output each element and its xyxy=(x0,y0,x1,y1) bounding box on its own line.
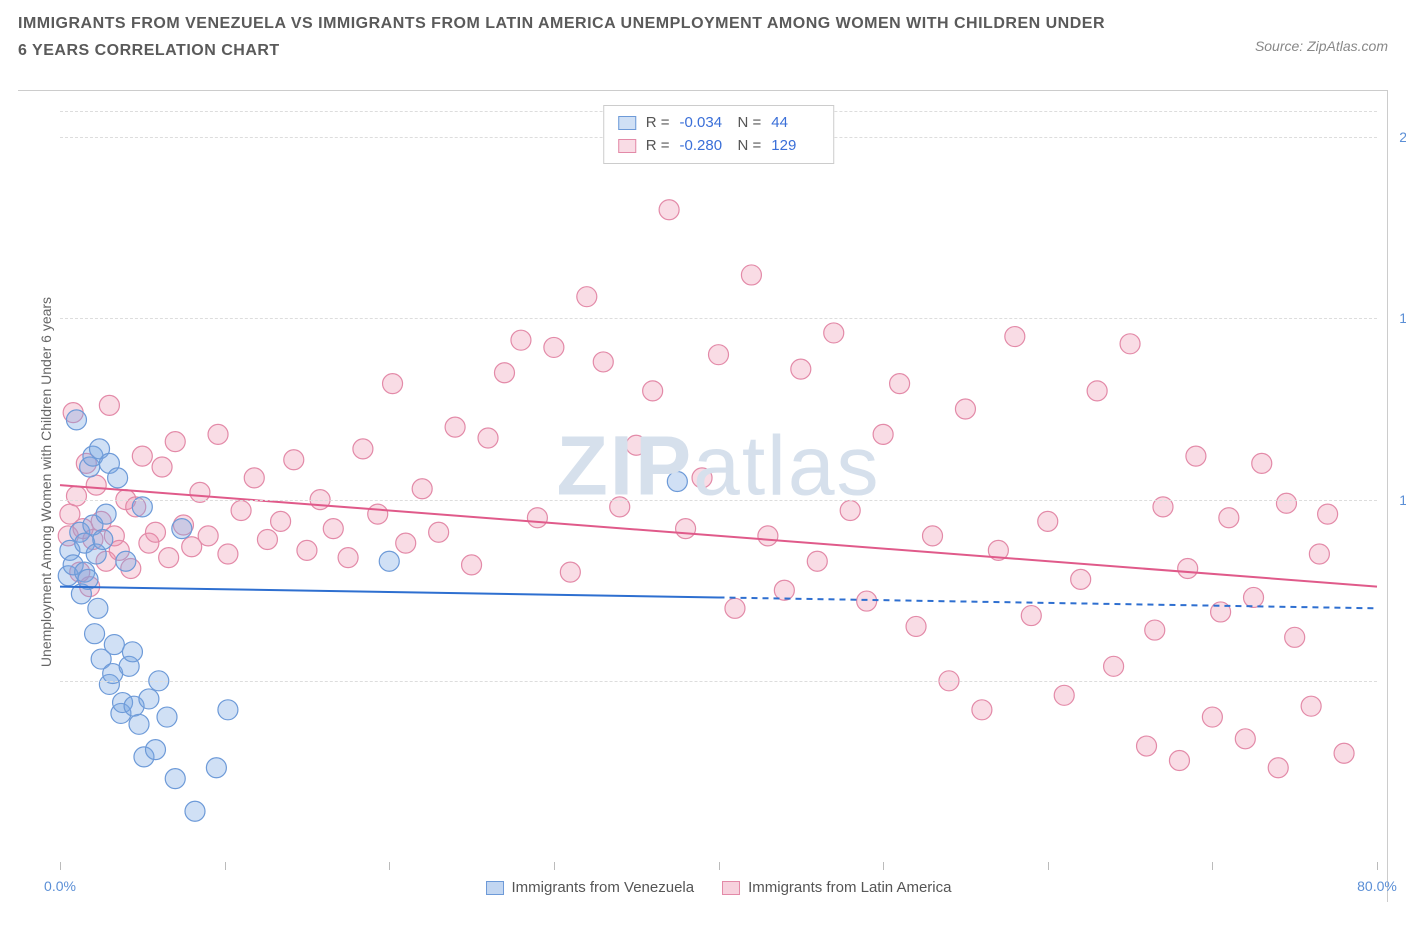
chart-title: IMMIGRANTS FROM VENEZUELA VS IMMIGRANTS … xyxy=(18,10,1118,64)
x-tick xyxy=(60,862,61,870)
legend-label-latinamerica: Immigrants from Latin America xyxy=(748,879,951,896)
correlation-legend: R = -0.034 N = 44 R = -0.280 N = 129 xyxy=(603,105,835,164)
legend-swatch-latinamerica xyxy=(618,139,636,153)
y-tick-label: 20.0% xyxy=(1383,129,1406,145)
x-tick xyxy=(719,862,720,870)
x-tick-label: 80.0% xyxy=(1357,878,1397,894)
x-tick xyxy=(1212,862,1213,870)
legend-row-latinamerica: R = -0.280 N = 129 xyxy=(618,135,820,158)
gridline xyxy=(60,318,1377,319)
legend-N-value-venezuela: 44 xyxy=(771,112,819,135)
source-label: Source: ZipAtlas.com xyxy=(1255,38,1388,54)
x-tick xyxy=(1377,862,1378,870)
legend-item-venezuela: Immigrants from Venezuela xyxy=(486,879,695,896)
chart-header: IMMIGRANTS FROM VENEZUELA VS IMMIGRANTS … xyxy=(18,10,1388,80)
series-legend: Immigrants from Venezuela Immigrants fro… xyxy=(486,879,952,896)
x-tick xyxy=(389,862,390,870)
gridline xyxy=(60,681,1377,682)
x-tick xyxy=(225,862,226,870)
x-tick xyxy=(1048,862,1049,870)
chart-container: Unemployment Among Women with Children U… xyxy=(18,90,1388,902)
x-tick-label: 0.0% xyxy=(44,878,76,894)
x-tick xyxy=(554,862,555,870)
legend-N-label: N = xyxy=(738,112,762,135)
legend-R-label: R = xyxy=(646,112,670,135)
legend-row-venezuela: R = -0.034 N = 44 xyxy=(618,112,820,135)
legend-N-label: N = xyxy=(738,135,762,158)
legend-N-value-latinamerica: 129 xyxy=(771,135,819,158)
trend-lines-layer xyxy=(60,101,1377,862)
y-axis-label: Unemployment Among Women with Children U… xyxy=(38,296,54,666)
gridline xyxy=(60,500,1377,501)
legend-item-latinamerica: Immigrants from Latin America xyxy=(722,879,951,896)
legend-swatch-latinamerica-b xyxy=(722,881,740,895)
legend-R-value-latinamerica: -0.280 xyxy=(680,135,728,158)
legend-label-venezuela: Immigrants from Venezuela xyxy=(512,879,695,896)
legend-swatch-venezuela-b xyxy=(486,881,504,895)
legend-R-value-venezuela: -0.034 xyxy=(680,112,728,135)
y-tick-label: 15.0% xyxy=(1383,310,1406,326)
y-tick-label: 5.0% xyxy=(1383,673,1406,689)
trend-line-extrap xyxy=(719,597,1378,608)
x-tick xyxy=(883,862,884,870)
legend-R-label: R = xyxy=(646,135,670,158)
y-tick-label: 10.0% xyxy=(1383,492,1406,508)
trend-line xyxy=(60,587,719,598)
plot-area: Unemployment Among Women with Children U… xyxy=(60,101,1377,862)
legend-swatch-venezuela xyxy=(618,116,636,130)
